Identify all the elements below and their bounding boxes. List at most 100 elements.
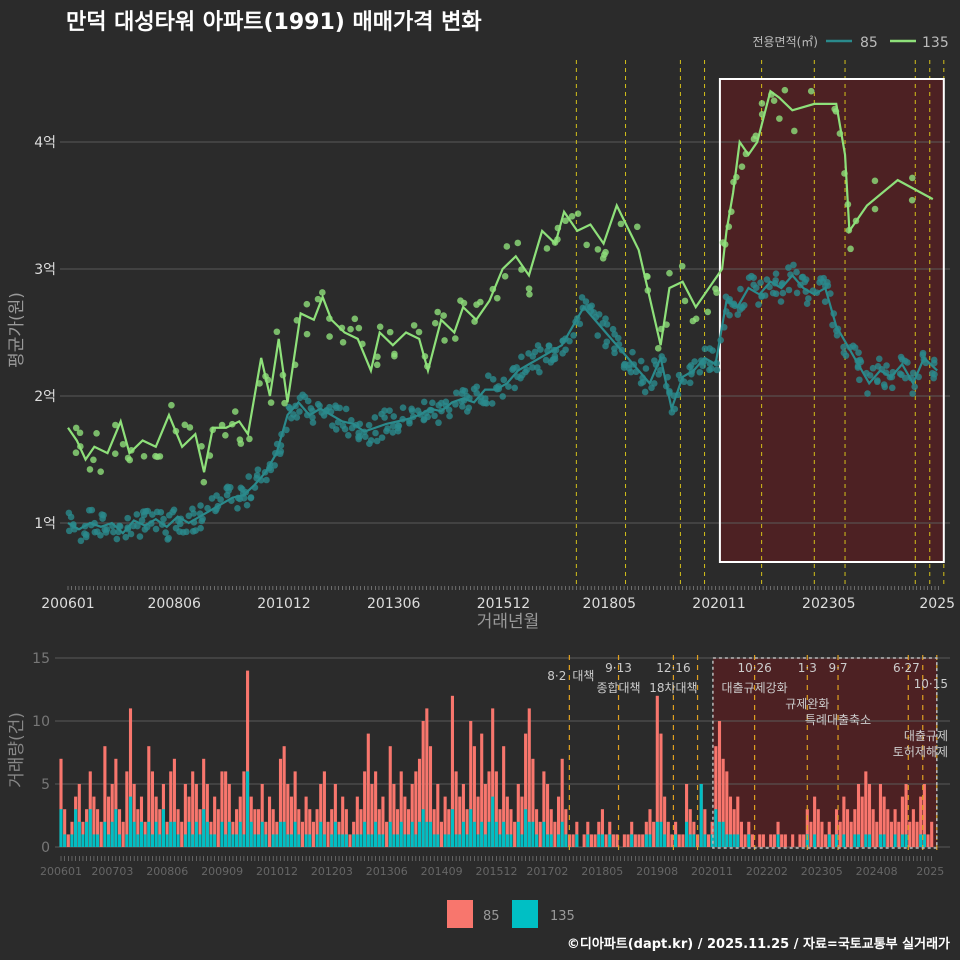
bar-85 [743, 834, 747, 847]
scatter-point-85 [875, 355, 883, 363]
bar-135 [904, 834, 908, 847]
scatter-point-85 [465, 404, 473, 412]
bar-85 [253, 809, 257, 847]
bar-135 [447, 834, 451, 847]
x-tick-label: 201512 [475, 865, 517, 878]
bar-135 [59, 809, 63, 847]
bar-135 [377, 834, 381, 847]
bar-85 [158, 809, 162, 847]
bar-85 [637, 834, 641, 847]
policy-name: 대책 [572, 668, 594, 683]
chart-title: 만덕 대성타워 아파트(1991) 매매가격 변화 [66, 10, 482, 35]
bar-85 [706, 834, 711, 847]
scatter-point-85 [386, 407, 393, 414]
scatter-point-135 [86, 466, 94, 473]
scatter-point-135 [633, 223, 641, 231]
bar-135 [147, 821, 151, 847]
bar-85 [600, 809, 604, 847]
bar-85 [176, 809, 180, 847]
bar-85 [761, 834, 765, 847]
bar-135 [172, 821, 176, 847]
bar-135 [257, 834, 261, 847]
scatter-point-85 [384, 425, 391, 432]
scatter-point-85 [142, 507, 150, 515]
scatter-point-85 [763, 276, 771, 283]
bar-135 [421, 809, 425, 847]
policy-name: 종합대책 [596, 680, 640, 695]
policy-date: 9·7 [828, 661, 847, 675]
scatter-point-85 [902, 374, 909, 382]
x-tick-label: 201908 [636, 865, 678, 878]
scatter-point-85 [785, 286, 793, 294]
bar-135 [205, 821, 209, 847]
scatter-point-135 [339, 338, 347, 346]
scatter-point-85 [138, 517, 146, 524]
scatter-point-85 [296, 408, 303, 415]
policy-date: 8·2 [547, 669, 566, 683]
bar-85 [886, 809, 890, 847]
bar-85 [374, 771, 378, 847]
bar-85 [685, 784, 689, 847]
bar-85 [531, 758, 535, 847]
bar-85 [267, 796, 272, 847]
scatter-point-85 [431, 412, 438, 420]
scatter-point-85 [737, 285, 744, 293]
scatter-point-85 [594, 332, 602, 339]
scatter-point-135 [871, 205, 879, 213]
bar-135 [154, 821, 158, 847]
bar-135 [747, 834, 751, 847]
scatter-point-85 [355, 435, 363, 443]
scatter-point-85 [611, 349, 618, 357]
bar-85 [758, 834, 762, 847]
scatter-point-135 [451, 335, 459, 342]
scatter-point-85 [77, 537, 85, 545]
x-tick-label: 201012 [257, 596, 310, 612]
scatter-point-85 [790, 261, 797, 269]
bar-85 [99, 821, 103, 847]
bar-85 [838, 821, 842, 847]
bar-85 [853, 809, 857, 847]
scatter-point-85 [378, 410, 385, 418]
bar-85 [611, 834, 615, 847]
bar-135 [158, 834, 162, 847]
bar-85 [798, 834, 802, 847]
bar-85 [480, 733, 484, 847]
bar-85 [319, 784, 323, 847]
scatter-point-135 [543, 245, 551, 252]
bar-85 [641, 834, 645, 847]
x-tick-label: 202202 [746, 865, 788, 878]
bar-135 [699, 784, 703, 847]
bar-85 [860, 796, 864, 847]
scatter-point-85 [367, 437, 375, 444]
scatter-point-85 [301, 393, 309, 401]
scatter-point-85 [609, 325, 617, 333]
x-tick-label: 201702 [526, 865, 568, 878]
y-axis-title-bottom: 거래량(건) [7, 712, 27, 788]
bar-135 [736, 834, 740, 847]
scatter-point-85 [296, 394, 304, 402]
scatter-point-135 [692, 315, 700, 323]
scatter-point-85 [65, 527, 73, 535]
scatter-point-85 [162, 529, 169, 536]
scatter-point-85 [149, 511, 156, 518]
bar-85 [59, 758, 63, 847]
legend-swatch-85 [447, 900, 473, 928]
bar-85 [246, 670, 250, 847]
bar-135 [487, 821, 491, 847]
scatter-point-85 [531, 348, 539, 356]
bar-85 [469, 721, 473, 847]
scatter-point-85 [909, 369, 917, 377]
bar-85 [439, 821, 444, 847]
bar-135 [403, 834, 407, 847]
bar-85 [553, 821, 557, 847]
legend-label-85: 85 [860, 35, 878, 51]
scatter-point-85 [113, 535, 121, 543]
bar-85 [772, 834, 776, 847]
scatter-point-85 [348, 416, 355, 424]
bar-135 [505, 834, 509, 847]
scatter-point-85 [152, 525, 160, 533]
bar-135 [703, 834, 707, 847]
scatter-point-135 [750, 135, 758, 143]
bar-85 [271, 809, 275, 847]
bar-135 [235, 834, 239, 847]
